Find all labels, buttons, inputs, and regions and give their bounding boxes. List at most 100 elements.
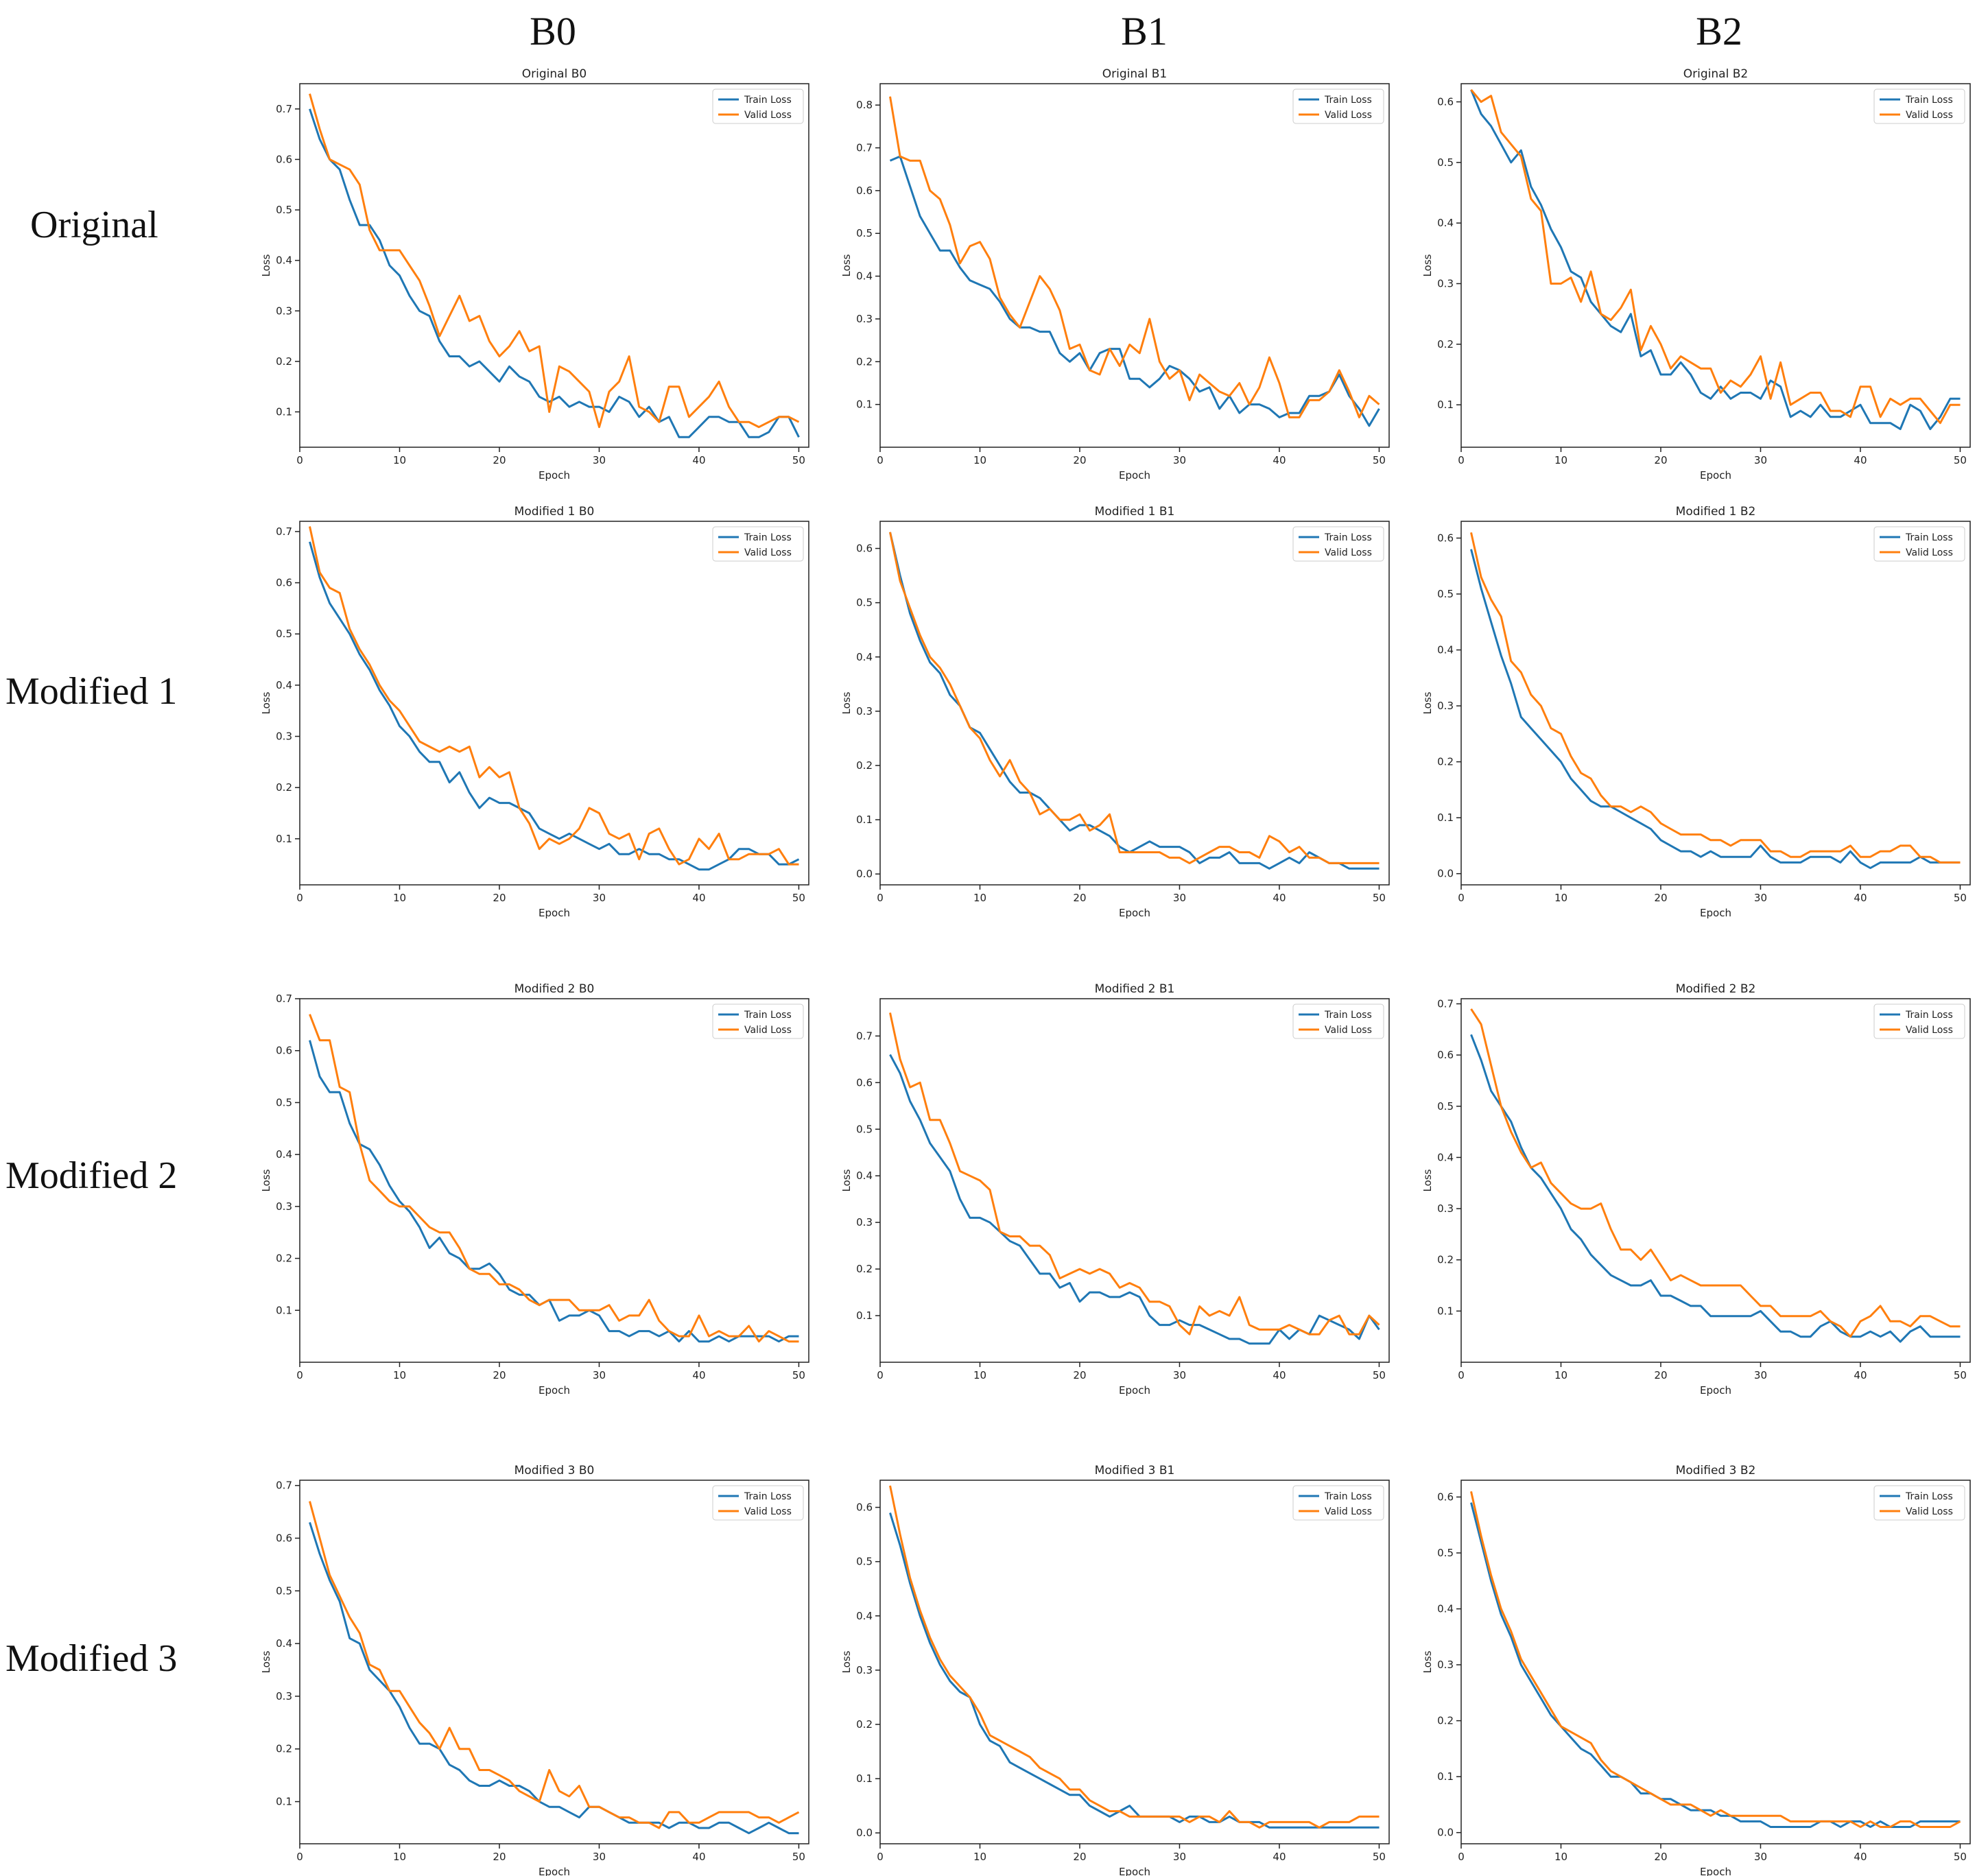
chart-title: Modified 1 B1: [1095, 505, 1175, 519]
y-tick-label: 0.4: [276, 1637, 292, 1650]
y-tick-label: 0.4: [856, 1610, 873, 1622]
x-tick-label: 0: [296, 1369, 303, 1381]
x-axis-label: Epoch: [1119, 1866, 1150, 1876]
y-tick-label: 0.2: [276, 355, 292, 368]
legend-label-valid: Valid Loss: [1325, 547, 1372, 558]
x-tick-label: 10: [393, 892, 406, 904]
legend-label-train: Train Loss: [744, 95, 792, 106]
chart-panel: Modified 2 B0 0 10 20 30 40 50 0.1 0.2 0.3 0.4 0.5 0…: [260, 982, 809, 1397]
valid-loss-line: [309, 526, 799, 866]
plot-frame: [299, 1480, 809, 1844]
y-tick-label: 0.2: [856, 355, 873, 368]
y-tick-label: 0.6: [276, 577, 292, 589]
x-tick-label: 0: [296, 454, 303, 466]
y-tick-label: 0.7: [276, 1480, 292, 1492]
plot-frame: [879, 521, 1390, 886]
y-tick-label: 0.2: [276, 1743, 292, 1755]
train-loss-line: [309, 1521, 799, 1835]
chart-panel: Original B0 0 10 20 30 40 50 0.1 0.2 0.3 0.4 0.5 0.6…: [260, 67, 809, 482]
legend-label-train: Train Loss: [1324, 1010, 1372, 1021]
legend-label-valid: Valid Loss: [1325, 1025, 1372, 1036]
y-tick-label: 0.7: [276, 993, 292, 1005]
y-tick-label: 0.4: [856, 1169, 873, 1182]
y-tick-label: 0.2: [276, 1252, 292, 1265]
y-tick-label: 0.5: [276, 628, 292, 640]
chart-panel: Modified 3 B1 0 10 20 30 40 50 0.0 0.1 0.2 0.3 0.4 0…: [840, 1464, 1390, 1876]
chart-panel: Modified 2 B1 0 10 20 30 40 50 0.1 0.2 0.3 0.4 0.5 0…: [840, 982, 1390, 1397]
y-axis-label: Loss: [260, 691, 272, 714]
y-tick-label: 0.2: [1437, 1254, 1454, 1266]
x-tick-label: 20: [493, 1369, 506, 1381]
x-tick-label: 50: [1373, 1369, 1386, 1381]
y-tick-label: 0.5: [1437, 588, 1454, 600]
chart-title: Modified 3 B1: [1095, 1464, 1175, 1477]
y-tick-label: 0.7: [1437, 997, 1454, 1010]
y-tick-label: 0.4: [276, 1148, 292, 1161]
y-tick-label: 0.4: [856, 651, 873, 663]
y-tick-label: 0.6: [856, 543, 873, 555]
y-tick-label: 0.3: [276, 1200, 292, 1213]
train-loss-line: [889, 532, 1380, 870]
x-tick-label: 30: [593, 892, 606, 904]
x-tick-label: 30: [1173, 892, 1186, 904]
legend-label-valid: Valid Loss: [1325, 110, 1372, 121]
train-loss-line: [1470, 1034, 1961, 1343]
y-axis-label: Loss: [260, 254, 272, 276]
x-tick-label: 0: [1458, 892, 1465, 904]
x-axis-label: Epoch: [1700, 1384, 1731, 1397]
x-tick-label: 50: [792, 1851, 805, 1863]
x-axis-label: Epoch: [1700, 907, 1731, 919]
legend-label-valid: Valid Loss: [744, 547, 792, 558]
column-header-b0: B0: [530, 9, 576, 54]
x-tick-label: 30: [1754, 1369, 1767, 1381]
legend-label-valid: Valid Loss: [1906, 1025, 1953, 1036]
valid-loss-line: [889, 96, 1380, 418]
x-axis-label: Epoch: [1700, 469, 1731, 482]
row-header-modified-3: Modified 3: [5, 1637, 178, 1680]
y-tick-label: 0.3: [856, 313, 873, 325]
x-tick-label: 40: [692, 892, 705, 904]
chart-legend: Train Loss Valid Loss: [712, 526, 804, 562]
x-tick-label: 20: [1654, 892, 1667, 904]
chart-panel: Modified 1 B1 0 10 20 30 40 50 0.0 0.1 0.2 0.3 0.4 0…: [840, 505, 1390, 919]
row-header-original: Original: [30, 204, 158, 246]
y-axis-label: Loss: [1421, 254, 1434, 276]
chart-panel: Original B1 0 10 20 30 40 50 0.1 0.2 0.3 0.4 0.5 0.6…: [840, 67, 1390, 482]
valid-loss-line: [309, 1014, 799, 1343]
chart-legend: Train Loss Valid Loss: [1292, 1485, 1384, 1521]
x-tick-label: 0: [1458, 454, 1465, 466]
x-tick-label: 40: [1854, 1851, 1867, 1863]
x-axis-label: Epoch: [1119, 907, 1150, 919]
y-tick-label: 0.6: [276, 1532, 292, 1544]
y-tick-label: 0.7: [276, 525, 292, 538]
x-axis-label: Epoch: [1700, 1866, 1731, 1876]
legend-label-valid: Valid Loss: [744, 1025, 792, 1036]
x-tick-label: 0: [296, 892, 303, 904]
y-axis-label: Loss: [260, 1650, 272, 1673]
y-tick-label: 0.2: [276, 781, 292, 794]
chart-title: Modified 2 B2: [1676, 982, 1756, 996]
y-tick-label: 0.1: [276, 833, 292, 845]
x-tick-label: 0: [1458, 1851, 1465, 1863]
x-tick-label: 10: [973, 454, 986, 466]
y-tick-label: 0.5: [856, 227, 873, 239]
legend-label-valid: Valid Loss: [1906, 110, 1953, 121]
x-tick-label: 30: [1173, 1851, 1186, 1863]
chart-panel: Modified 3 B0 0 10 20 30 40 50 0.1 0.2 0.3 0.4 0.5 0…: [260, 1464, 809, 1876]
x-tick-label: 50: [792, 1369, 805, 1381]
x-tick-label: 0: [877, 892, 884, 904]
x-tick-label: 20: [1654, 1369, 1667, 1381]
valid-loss-line: [889, 532, 1380, 864]
y-tick-label: 0.3: [856, 705, 873, 717]
chart-title: Modified 1 B0: [514, 505, 595, 519]
x-tick-label: 30: [1173, 454, 1186, 466]
train-loss-line: [889, 1054, 1380, 1345]
y-tick-label: 0.5: [1437, 1547, 1454, 1559]
chart-title: Modified 2 B1: [1095, 982, 1175, 996]
x-tick-label: 10: [973, 1369, 986, 1381]
y-tick-label: 0.1: [276, 405, 292, 418]
chart-title: Original B0: [522, 67, 587, 81]
y-tick-label: 0.1: [856, 1309, 873, 1322]
